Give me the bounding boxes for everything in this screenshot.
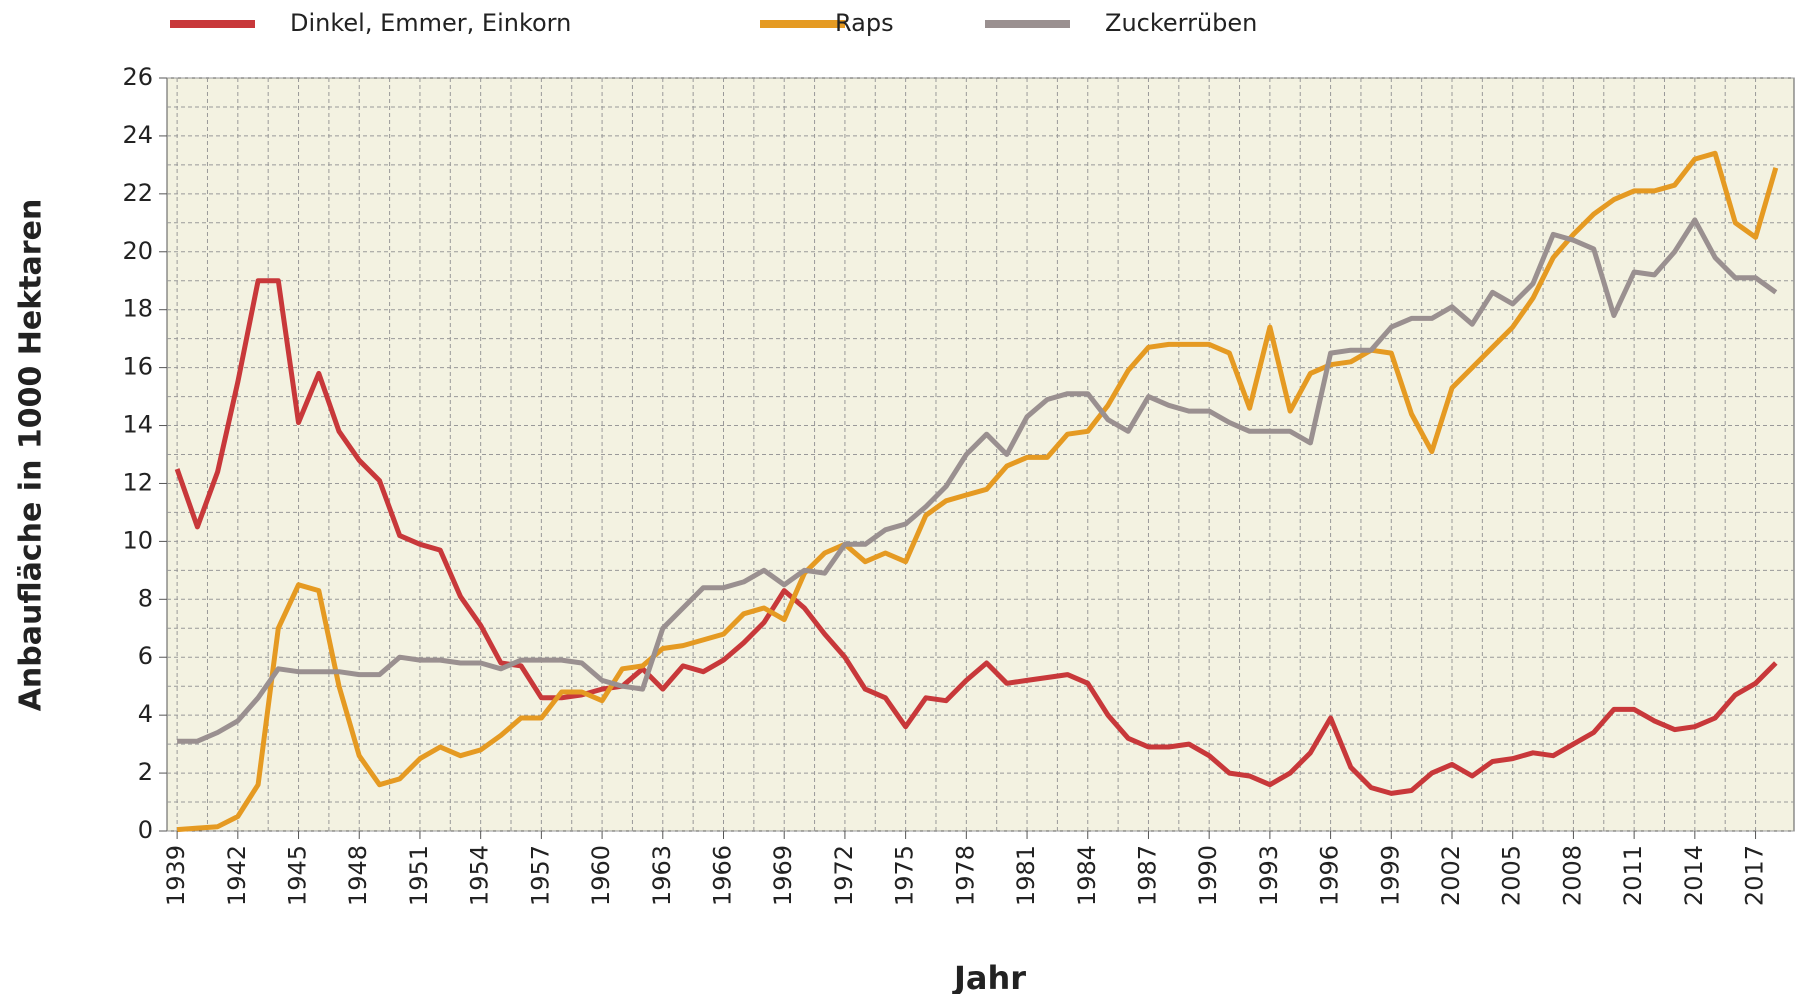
x-tick-label: 1984 xyxy=(1073,845,1101,906)
x-tick-label: 1969 xyxy=(769,845,797,906)
x-tick-label: 1957 xyxy=(526,845,554,906)
y-tick-label: 20 xyxy=(122,237,153,265)
y-tick-label: 24 xyxy=(122,121,153,149)
y-tick-label: 18 xyxy=(122,295,153,323)
x-tick-label: 1939 xyxy=(162,845,190,906)
y-tick-label: 10 xyxy=(122,526,153,554)
x-tick-label: 2011 xyxy=(1619,845,1647,906)
x-tick-label: 1999 xyxy=(1376,845,1404,906)
x-tick-label: 2014 xyxy=(1680,845,1708,906)
x-tick-label: 1990 xyxy=(1194,845,1222,906)
x-tick-label: 1963 xyxy=(648,845,676,906)
x-tick-label: 1978 xyxy=(951,845,979,906)
y-tick-label: 22 xyxy=(122,179,153,207)
y-tick-label: 0 xyxy=(138,816,153,844)
y-tick-label: 6 xyxy=(138,642,153,670)
y-tick-label: 2 xyxy=(138,758,153,786)
x-tick-label: 1972 xyxy=(830,845,858,906)
x-tick-label: 2002 xyxy=(1437,845,1465,906)
x-tick-label: 1987 xyxy=(1133,845,1161,906)
legend-label: Raps xyxy=(835,9,894,37)
x-tick-label: 1993 xyxy=(1255,845,1283,906)
y-tick-label: 8 xyxy=(138,584,153,612)
series-line xyxy=(176,150,1779,833)
y-tick-label: 12 xyxy=(122,468,153,496)
x-tick-label: 1966 xyxy=(708,845,736,906)
x-tick-label: 1945 xyxy=(284,845,312,906)
x-tick-label: 1981 xyxy=(1012,845,1040,906)
x-tick-label: 1975 xyxy=(891,845,919,906)
y-tick-label: 26 xyxy=(122,63,153,91)
series-line xyxy=(177,217,1778,744)
x-tick-label: 1960 xyxy=(587,845,615,906)
y-tick-label: 4 xyxy=(138,700,153,728)
x-tick-label: 1954 xyxy=(466,845,494,906)
x-axis-label: Jahr xyxy=(952,959,1026,994)
x-tick-label: 1942 xyxy=(223,845,251,906)
x-tick-label: 1948 xyxy=(344,845,372,906)
x-tick-label: 2005 xyxy=(1498,845,1526,906)
legend-label: Zuckerrüben xyxy=(1105,9,1257,37)
legend-label: Dinkel, Emmer, Einkorn xyxy=(290,9,571,37)
y-tick-label: 14 xyxy=(122,411,153,439)
y-axis-label: Anbaufläche in 1000 Hektaren xyxy=(14,199,49,712)
series-line xyxy=(174,278,1778,796)
x-tick-label: 1951 xyxy=(405,845,433,906)
x-tick-label: 1996 xyxy=(1316,845,1344,906)
x-tick-label: 2017 xyxy=(1741,845,1769,906)
x-tick-label: 2008 xyxy=(1558,845,1586,906)
y-tick-label: 16 xyxy=(122,353,153,381)
